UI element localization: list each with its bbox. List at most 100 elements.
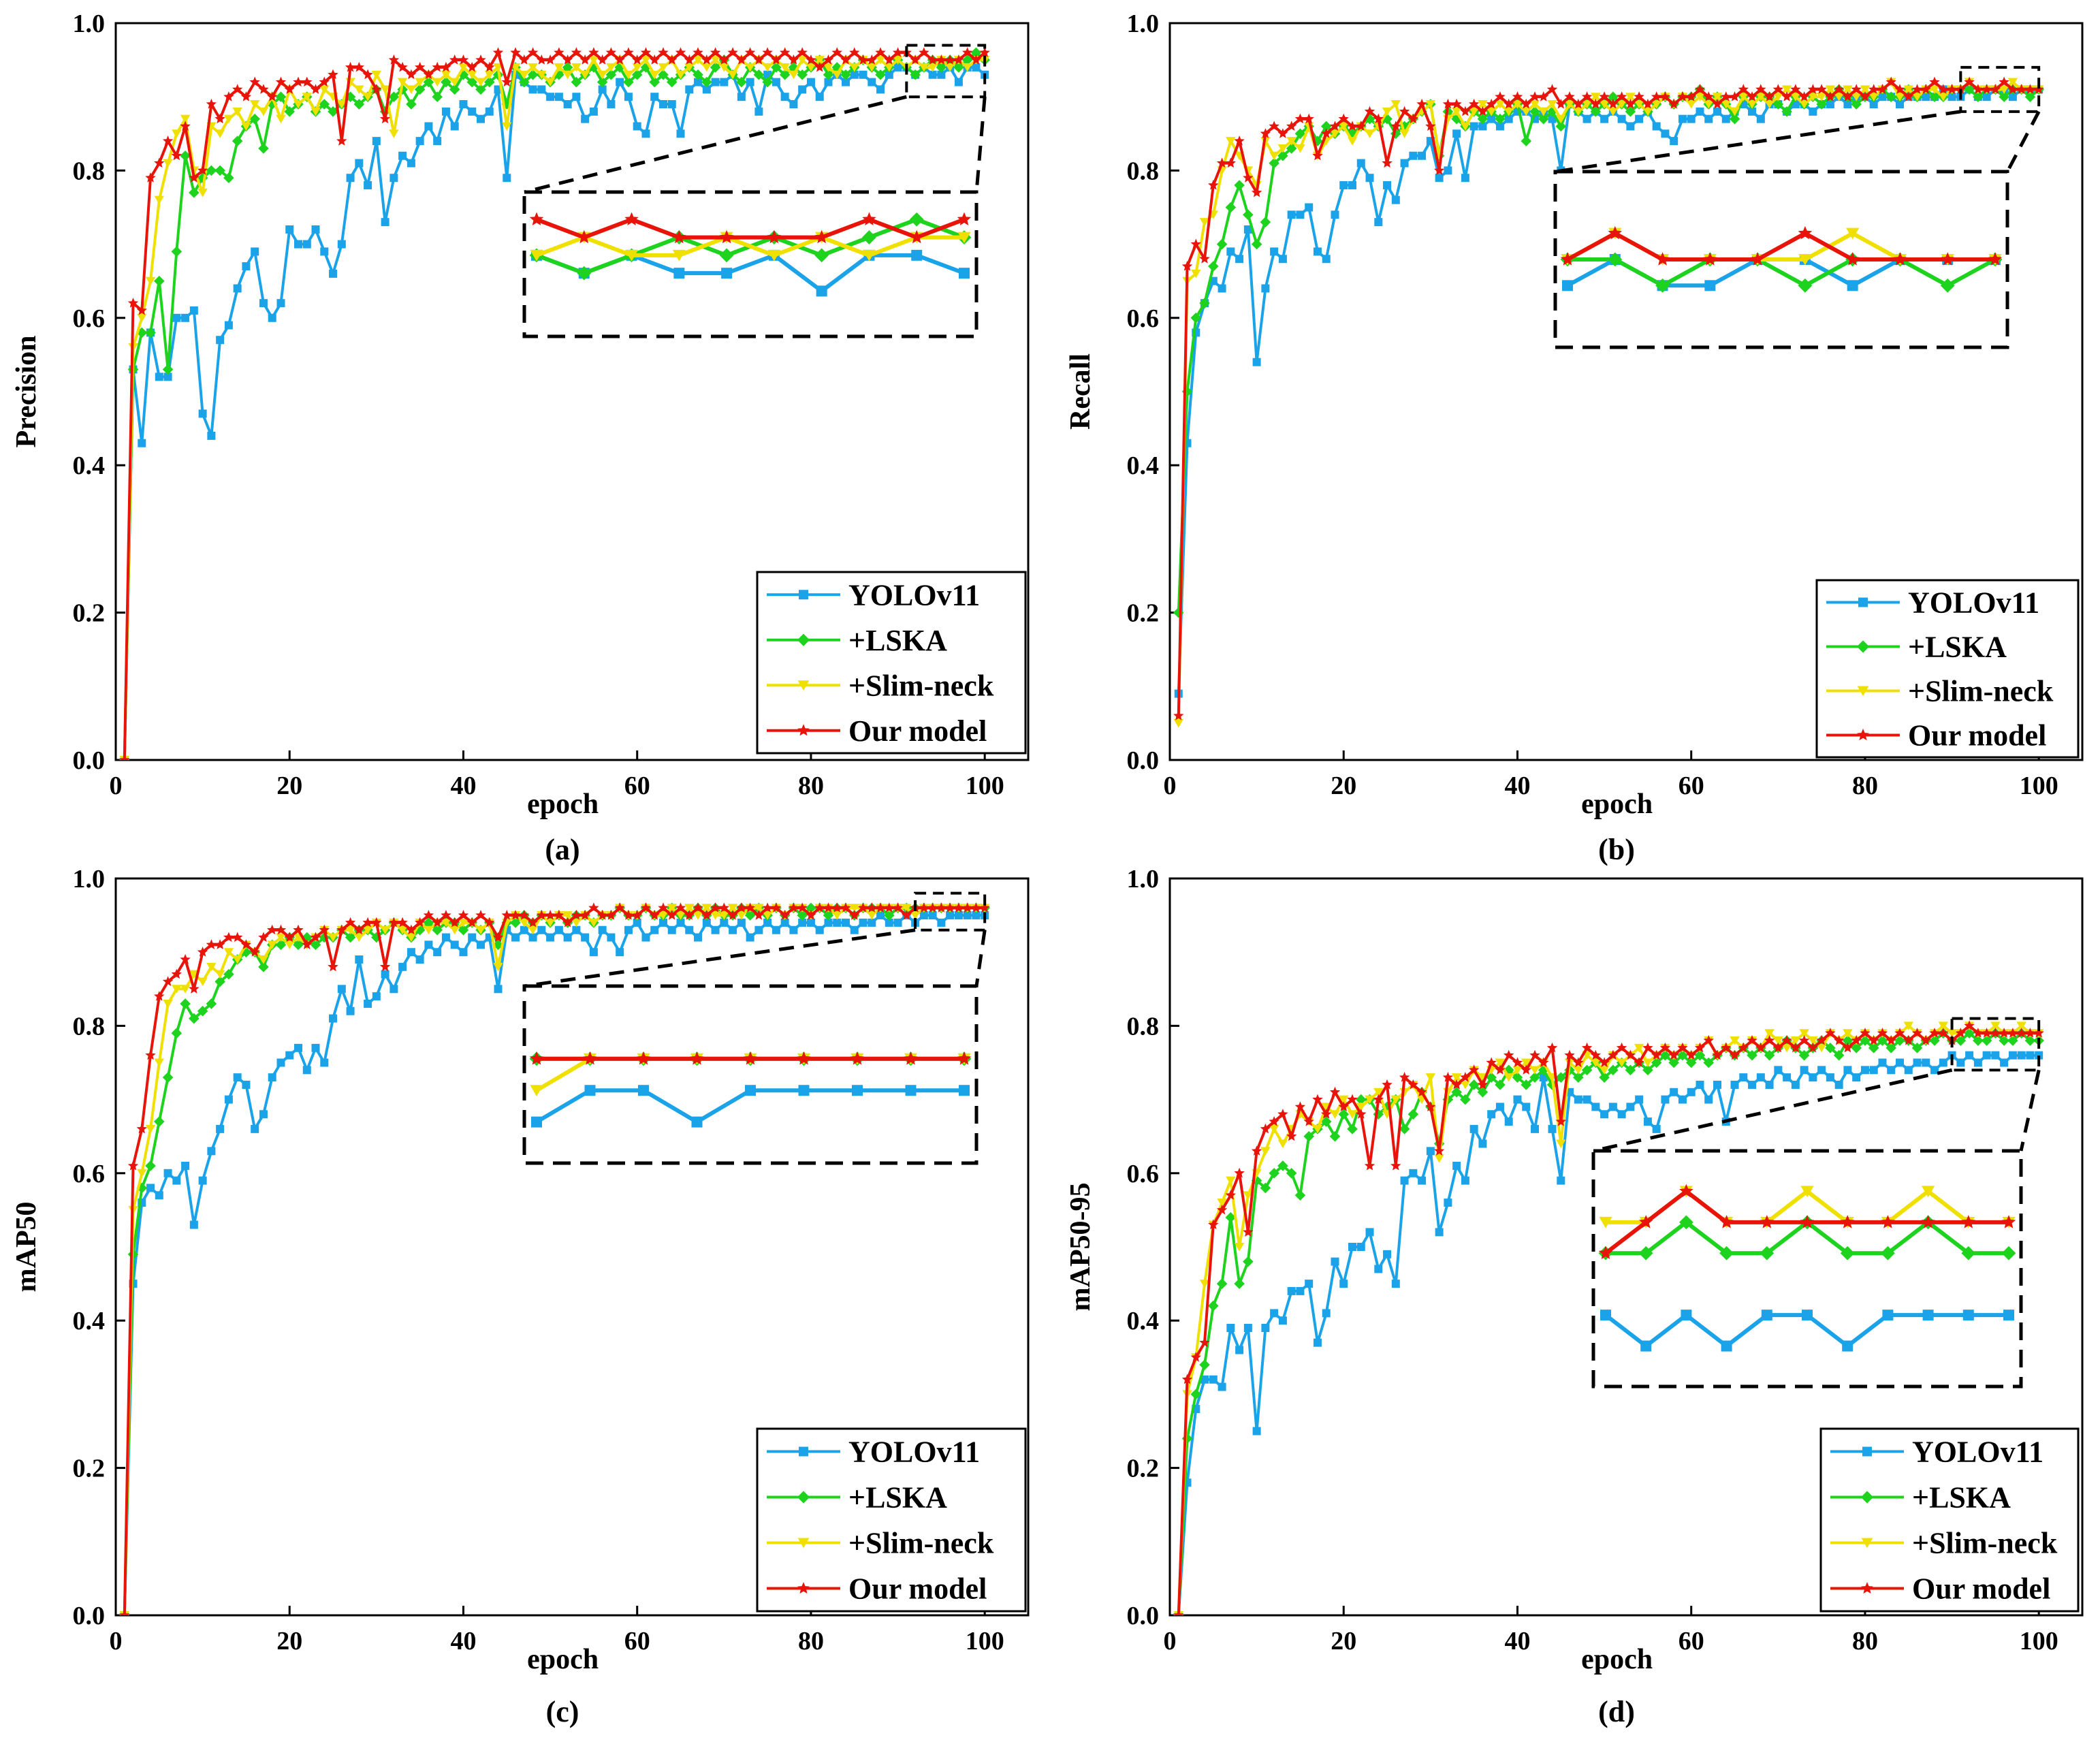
series--slim-neck-point (1390, 1095, 1401, 1105)
series-our-model-point (1642, 98, 1653, 109)
series-our-model-point (519, 910, 530, 920)
inset-series-our-model-point (1760, 1215, 1775, 1228)
series--lska-point (1181, 1433, 1193, 1444)
legend-swatch-marker (1860, 1491, 1874, 1504)
series-our-model-point (197, 947, 208, 957)
series--slim-neck-point (1938, 1021, 1949, 1030)
series--slim-neck-point (214, 129, 225, 138)
series--lska-point (1208, 1300, 1219, 1312)
series--slim-neck-point (875, 56, 886, 65)
series--slim-neck-point (562, 911, 573, 920)
legend-swatch-marker (797, 1491, 810, 1504)
series-our-model-point (1416, 1086, 1427, 1097)
series-our-model-point (614, 902, 625, 913)
series--slim-neck-point (180, 114, 191, 124)
series--slim-neck-point (1556, 1139, 1566, 1149)
legend-box (1815, 579, 2080, 759)
series--slim-neck-point (1339, 1095, 1349, 1105)
series-our-model-point (806, 910, 816, 920)
series--lska-point (640, 62, 652, 73)
series--slim-neck-point (1434, 1154, 1444, 1163)
series--lska-point (1277, 150, 1288, 161)
series-yolov11-point (2026, 1051, 2035, 1060)
series-yolov11-point (2000, 1058, 2009, 1067)
series-our-model-point (970, 54, 982, 65)
series--lska-point (206, 998, 217, 1009)
inset-series--lska-point (1638, 1246, 1653, 1261)
series-yolov11-point (1869, 100, 1878, 109)
series-yolov11-point (1643, 1117, 1652, 1126)
series--slim-neck-point (1868, 93, 1879, 101)
inset-series-yolov11-point (905, 1085, 917, 1096)
series--slim-neck-point (832, 911, 842, 920)
series-our-model-point (1581, 1042, 1593, 1053)
legend-label: YOLOv11 (1912, 1436, 2043, 1469)
series-yolov11-point (459, 948, 468, 957)
series-yolov11-point (329, 1014, 338, 1023)
y-axis-label: Precision (11, 336, 42, 448)
series--lska-point (1868, 1043, 1879, 1053)
series-our-model-point (1573, 1057, 1584, 1068)
series--slim-neck-point (1277, 144, 1288, 153)
series-yolov11-point (1287, 210, 1296, 219)
inset-series-our-model-point (529, 212, 544, 225)
y-tick-label: 1.0 (1127, 865, 1160, 893)
series-yolov11-point (946, 911, 955, 920)
series--slim-neck-point (597, 70, 607, 80)
series-yolov11-point (477, 940, 485, 949)
series--lska-point (1625, 1064, 1636, 1076)
series-yolov11-point (337, 240, 346, 249)
series--slim-neck-point (1755, 93, 1766, 101)
legend-swatch-marker (1857, 729, 1869, 741)
series-our-model-point (831, 902, 842, 913)
series-our-model-point (1738, 1042, 1749, 1053)
series--slim-neck-point (137, 1169, 147, 1178)
inset-series-yolov11-point (959, 268, 970, 279)
series-yolov11-point (972, 63, 981, 72)
series-our-model-point (545, 54, 556, 65)
series-our-model-point (275, 76, 287, 87)
series-yolov11-point (633, 122, 641, 131)
series-our-model-point (180, 953, 191, 964)
series-our-model-point (136, 304, 147, 315)
inset-series--lska-point (814, 248, 829, 263)
series-yolov11-point (242, 262, 251, 271)
series--slim-neck-point (832, 70, 842, 80)
series-our-model-point (2024, 84, 2036, 94)
series--slim-neck-point (1790, 93, 1801, 101)
series-yolov11-point (1939, 1058, 1947, 1067)
series-our-model-line (123, 906, 985, 1615)
series--lska-point (258, 143, 269, 154)
series--lska-point (1329, 1130, 1341, 1142)
series-yolov11-point (1878, 93, 1887, 101)
series-our-model-point (727, 910, 738, 920)
series-our-model-point (1877, 1028, 1888, 1038)
chart-panel-c: 0 20 40 60 80 100 0.0 0.2 0.4 0.6 0.8 1.0 epoch mAP50… (11, 865, 1030, 1728)
series--slim-neck-point (675, 911, 686, 920)
series-yolov11-point (1348, 1243, 1356, 1251)
series-yolov11-point (842, 918, 850, 927)
series--slim-neck-point (163, 159, 173, 168)
series-yolov11-point (546, 933, 555, 942)
series-our-model-point (1634, 1057, 1644, 1068)
series-yolov11-point (233, 284, 242, 293)
series-yolov11-point (415, 137, 424, 146)
series--lska-point (806, 902, 816, 914)
series-yolov11-point (1374, 1265, 1383, 1273)
series-our-model-point (1772, 1042, 1783, 1053)
inset-series-yolov11-point (638, 1085, 649, 1096)
series-our-model-point (875, 902, 886, 913)
series--slim-neck-point (276, 114, 286, 124)
series-yolov11-point (1696, 107, 1704, 116)
series--slim-neck-point (902, 904, 912, 913)
series-yolov11-point (1348, 181, 1356, 190)
series-yolov11-point (1513, 1095, 1522, 1104)
series-yolov11-point (1418, 1176, 1427, 1185)
series-our-model-point (293, 924, 304, 935)
series--lska-point (1390, 128, 1401, 140)
series--slim-neck-point (1373, 1088, 1384, 1097)
series--lska-point (571, 76, 582, 88)
series-our-model-point (388, 917, 400, 928)
series-our-model-point (1964, 1020, 1975, 1030)
series--lska-point (232, 136, 243, 146)
